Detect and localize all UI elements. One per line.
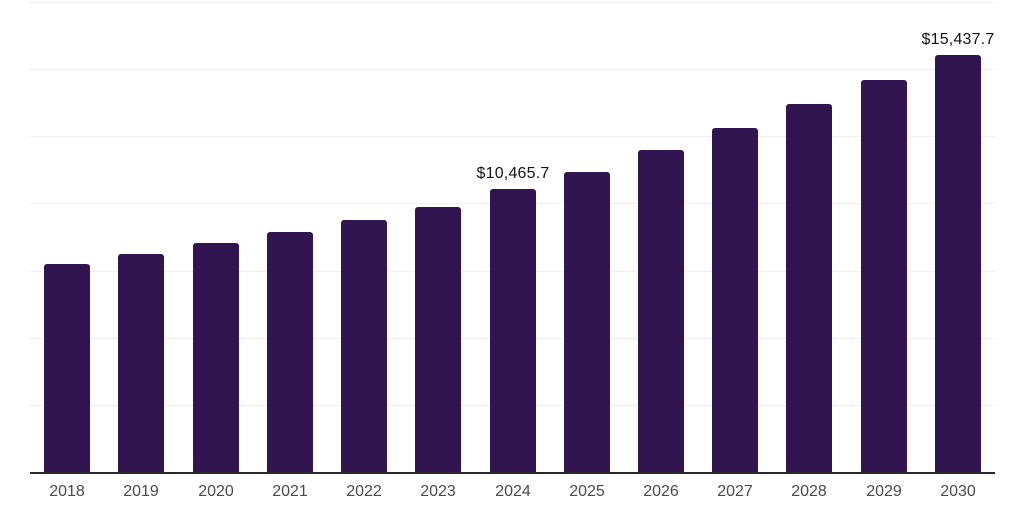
gridline	[30, 69, 995, 70]
x-tick-2026: 2026	[643, 483, 679, 500]
bar-2027	[712, 128, 758, 472]
x-tick-2030: 2030	[940, 483, 976, 500]
x-tick-2023: 2023	[420, 483, 456, 500]
x-tick-2018: 2018	[49, 483, 85, 500]
bar-2018	[44, 264, 90, 472]
x-tick-2025: 2025	[569, 483, 605, 500]
bar-2030	[935, 55, 981, 472]
x-tick-2024: 2024	[495, 483, 531, 500]
x-tick-2029: 2029	[866, 483, 902, 500]
bar-2023	[415, 207, 461, 472]
bar-2026	[638, 150, 684, 472]
value-label-2024: $10,465.7	[476, 165, 550, 182]
x-tick-2022: 2022	[346, 483, 382, 500]
bar-2021	[267, 232, 313, 472]
x-tick-2027: 2027	[717, 483, 753, 500]
plot-area: $10,465.7 $15,437.7	[30, 2, 995, 474]
value-label-2030: $15,437.7	[921, 31, 995, 48]
x-tick-2021: 2021	[272, 483, 308, 500]
x-tick-2019: 2019	[123, 483, 159, 500]
gridline	[30, 2, 995, 3]
x-axis: 2018 2019 2020 2021 2022 2023 2024 2025 2026 2027…	[0, 483, 1024, 507]
x-tick-2020: 2020	[198, 483, 234, 500]
bar-2019	[118, 254, 164, 472]
x-tick-2028: 2028	[791, 483, 827, 500]
bar-2025	[564, 172, 610, 472]
bar-2022	[341, 220, 387, 472]
bar-2028	[786, 104, 832, 472]
bar-2020	[193, 243, 239, 472]
bar-2029	[861, 80, 907, 472]
gridline	[30, 136, 995, 137]
bar-2024	[490, 189, 536, 472]
